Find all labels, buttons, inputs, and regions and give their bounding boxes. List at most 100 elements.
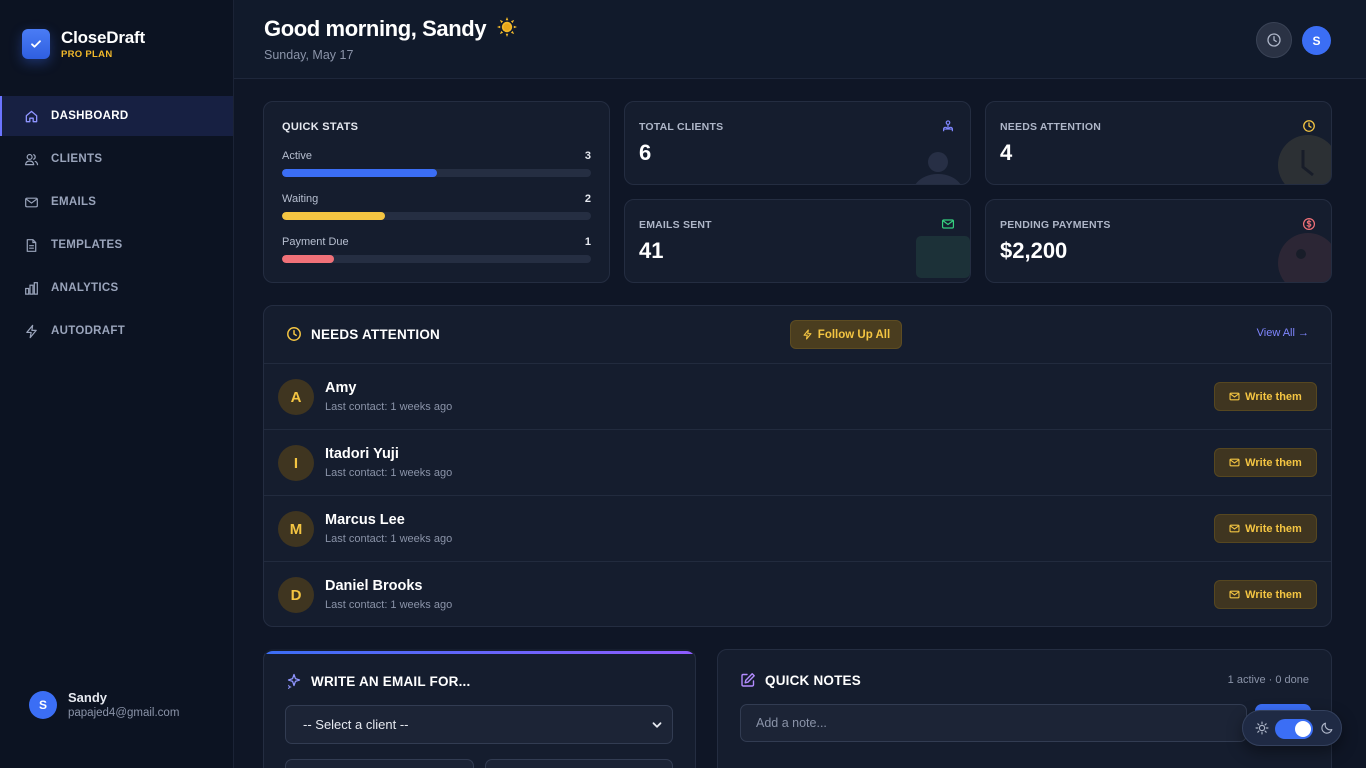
last-contact: Last contact: 1 weeks ago xyxy=(325,533,453,545)
avatar: D xyxy=(278,577,314,613)
quick-stat-value: 2 xyxy=(584,193,591,205)
avatar: M xyxy=(278,511,314,547)
last-contact: Last contact: 1 weeks ago xyxy=(325,467,453,479)
sidebar-item-label: TEMPLATES xyxy=(51,239,123,251)
user-name: Sandy xyxy=(68,690,108,705)
sidebar: CloseDraft PRO PLAN DASHBOARD CLIENTS xyxy=(0,0,234,768)
sidebar-item-dashboard[interactable]: DASHBOARD xyxy=(0,96,233,136)
stat-card-pending-payments[interactable]: PENDING PAYMENTS $2,200 xyxy=(985,199,1332,283)
theme-toggle[interactable] xyxy=(1242,710,1342,746)
stat-value: 41 xyxy=(639,238,664,263)
stat-label: PENDING PAYMENTS xyxy=(1000,219,1111,231)
brand[interactable]: CloseDraft PRO PLAN xyxy=(22,28,145,60)
clock-icon xyxy=(287,327,301,341)
mail-icon xyxy=(940,216,956,232)
clock-icon xyxy=(1301,118,1317,134)
quick-stat-label: Payment Due xyxy=(282,236,349,248)
note-input[interactable]: Add a note... xyxy=(740,704,1247,742)
write-them-label: Write them xyxy=(1245,456,1302,469)
history-button[interactable] xyxy=(1256,22,1292,58)
quick-stats-title: QUICK STATS xyxy=(282,121,359,133)
document-icon xyxy=(23,237,39,253)
quick-stat-value: 1 xyxy=(584,236,591,248)
sidebar-item-clients[interactable]: CLIENTS xyxy=(0,139,233,179)
users-icon xyxy=(23,151,39,167)
write-them-label: Write them xyxy=(1245,390,1302,403)
quick-stat-waiting: Waiting 2 xyxy=(282,193,591,220)
stat-card-emails-sent[interactable]: EMAILS SENT 41 xyxy=(624,199,971,283)
theme-switch[interactable] xyxy=(1275,719,1313,739)
client-select[interactable]: -- Select a client -- xyxy=(285,705,673,744)
list-item[interactable]: I Itadori Yuji Last contact: 1 weeks ago… xyxy=(264,430,1331,496)
write-them-button[interactable]: Write them xyxy=(1214,580,1317,609)
email-option-button[interactable] xyxy=(485,759,673,768)
mail-watermark-icon xyxy=(916,236,970,278)
edit-note-icon xyxy=(741,673,755,687)
sparkle-icon xyxy=(287,673,301,689)
lightning-icon xyxy=(803,329,812,340)
dollar-watermark-icon xyxy=(1278,233,1331,282)
client-name: Itadori Yuji xyxy=(325,446,399,462)
notes-count: 1 active · 0 done xyxy=(1227,674,1309,686)
header-date: Sunday, May 17 xyxy=(264,48,354,62)
sidebar-item-label: EMAILS xyxy=(51,196,97,208)
sidebar-item-label: ANALYTICS xyxy=(51,282,119,294)
list-item[interactable]: A Amy Last contact: 1 weeks ago Write th… xyxy=(264,364,1331,430)
progress-fill-payment-due xyxy=(282,255,334,263)
users-watermark-icon xyxy=(915,152,961,184)
write-them-label: Write them xyxy=(1245,588,1302,601)
mail-icon xyxy=(1229,524,1240,533)
theme-switch-knob xyxy=(1295,721,1311,737)
stat-value: 6 xyxy=(639,140,652,165)
section-title: WRITE AN EMAIL FOR... xyxy=(311,673,471,689)
avatar: S xyxy=(29,690,57,719)
view-all-link[interactable]: View All → xyxy=(1256,327,1309,339)
quick-stat-payment-due: Payment Due 1 xyxy=(282,236,591,263)
quick-stat-track xyxy=(282,169,591,177)
quick-stat-label: Active xyxy=(282,150,312,162)
sidebar-nav: DASHBOARD CLIENTS EMAILS TEMPLATES xyxy=(0,96,233,354)
avatar: I xyxy=(278,445,314,481)
sidebar-item-analytics[interactable]: ANALYTICS xyxy=(0,268,233,308)
stat-card-needs-attention[interactable]: NEEDS ATTENTION 4 xyxy=(985,101,1332,185)
mail-icon xyxy=(23,194,39,210)
lightning-icon xyxy=(23,323,39,339)
write-them-button[interactable]: Write them xyxy=(1214,448,1317,477)
sidebar-item-label: AUTODRAFT xyxy=(51,325,126,337)
home-icon xyxy=(23,108,39,124)
bar-chart-icon xyxy=(23,280,39,296)
list-item[interactable]: M Marcus Lee Last contact: 1 weeks ago W… xyxy=(264,496,1331,562)
quick-stat-active: Active 3 xyxy=(282,150,591,177)
write-them-button[interactable]: Write them xyxy=(1214,382,1317,411)
email-option-button[interactable] xyxy=(285,759,474,768)
user-email: papajed4@gmail.com xyxy=(68,707,180,719)
quick-stat-label: Waiting xyxy=(282,193,319,205)
logo-check-icon xyxy=(22,29,50,59)
user-profile[interactable]: S Sandy papajed4@gmail.com xyxy=(29,690,179,719)
section-title: NEEDS ATTENTION xyxy=(311,326,441,342)
sidebar-item-templates[interactable]: TEMPLATES xyxy=(0,225,233,265)
write-them-button[interactable]: Write them xyxy=(1214,514,1317,543)
sidebar-item-label: CLIENTS xyxy=(51,153,103,165)
avatar: A xyxy=(278,379,314,415)
chevron-down-icon xyxy=(652,722,662,728)
header-avatar[interactable]: S xyxy=(1302,26,1331,55)
stat-label: TOTAL CLIENTS xyxy=(639,121,724,133)
quick-notes-card: QUICK NOTES 1 active · 0 done Add a note… xyxy=(717,649,1332,768)
follow-up-all-button[interactable]: Follow Up All xyxy=(790,320,902,349)
list-item[interactable]: D Daniel Brooks Last contact: 1 weeks ag… xyxy=(264,562,1331,626)
stat-card-total-clients[interactable]: TOTAL CLIENTS 6 xyxy=(624,101,971,185)
sidebar-item-label: DASHBOARD xyxy=(51,110,129,122)
section-title: QUICK NOTES xyxy=(765,672,861,688)
clock-watermark-icon xyxy=(1278,135,1331,184)
moon-icon xyxy=(1321,722,1333,734)
follow-up-all-label: Follow Up All xyxy=(817,328,891,341)
dollar-icon xyxy=(1301,216,1317,232)
mail-icon xyxy=(1229,590,1240,599)
sidebar-item-autodraft[interactable]: AUTODRAFT xyxy=(0,311,233,351)
users-icon xyxy=(940,118,956,134)
quick-stats-card: QUICK STATS Active 3 Waiting 2 Payment D… xyxy=(263,101,610,283)
sun-icon xyxy=(496,16,518,42)
progress-fill-active xyxy=(282,169,437,177)
sidebar-item-emails[interactable]: EMAILS xyxy=(0,182,233,222)
